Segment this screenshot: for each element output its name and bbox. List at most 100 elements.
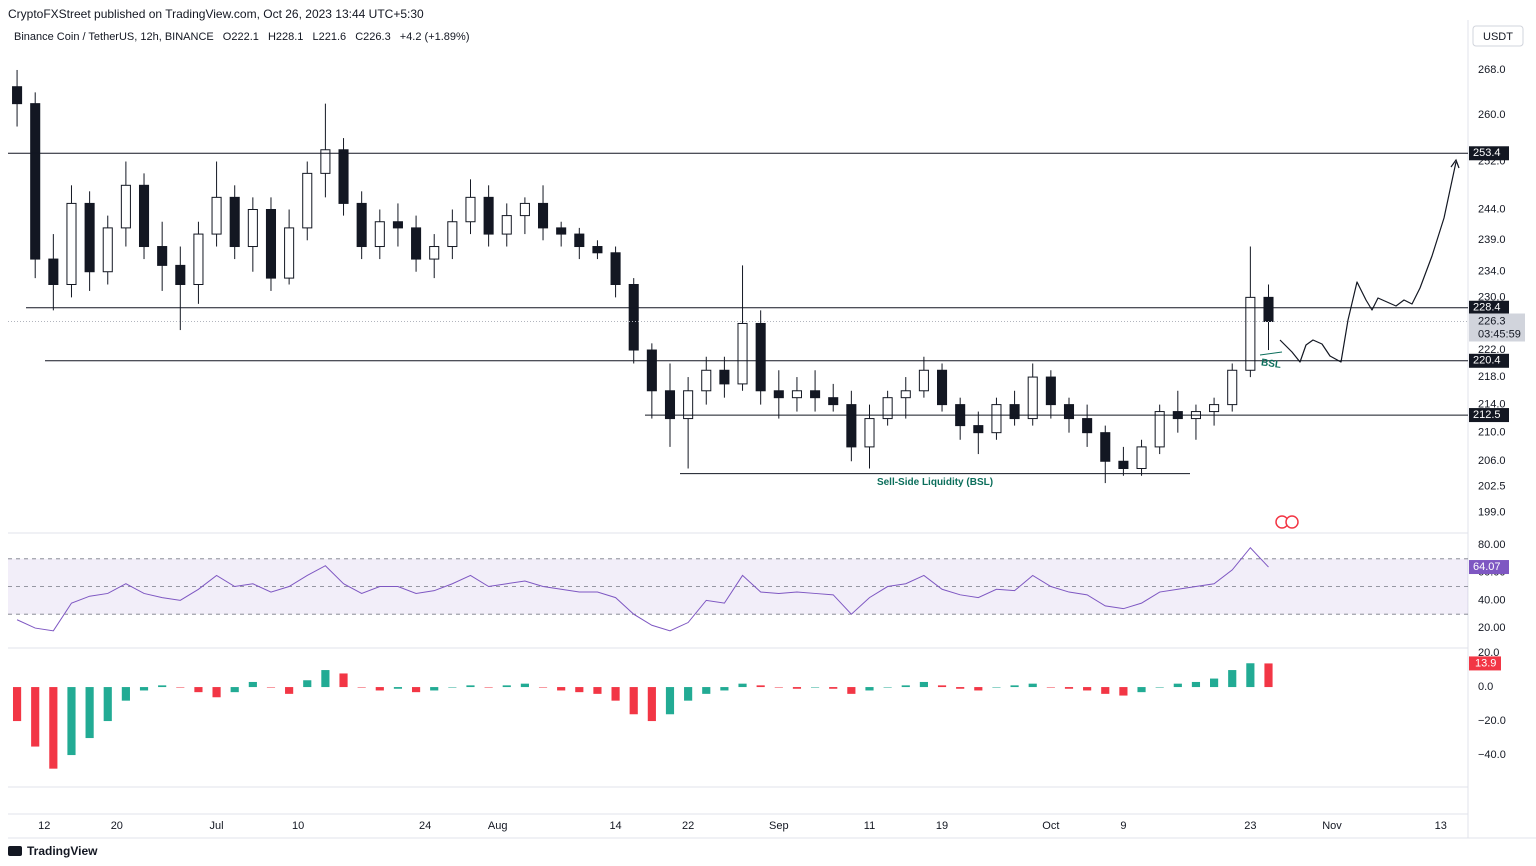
level-label-box: [1469, 408, 1509, 423]
candle-body: [12, 86, 23, 105]
candle-body: [1100, 432, 1111, 462]
histogram-bar: [684, 687, 693, 701]
symbol-legend: Binance Coin / TetherUS, 12h, BINANCE O2…: [14, 31, 469, 43]
x-tick-label: 9: [1120, 820, 1126, 832]
histogram-bar: [430, 687, 439, 691]
y-tick-label: 218.0: [1478, 371, 1506, 383]
histogram-bar: [937, 685, 947, 688]
candle-body: [882, 397, 893, 420]
histogram-bar: [847, 687, 856, 694]
candle-body: [411, 227, 422, 260]
candle-body: [229, 196, 240, 248]
histogram-bar: [502, 685, 511, 688]
level-label: 228.4: [1473, 302, 1501, 314]
x-tick-label: Sep: [769, 820, 789, 832]
histogram-bar: [647, 687, 656, 722]
y-tick-label: 199.0: [1478, 507, 1506, 519]
x-tick-label: 14: [609, 820, 621, 832]
candle-body: [1063, 404, 1075, 420]
histogram-bar: [49, 687, 58, 769]
candle-body: [1227, 369, 1238, 406]
histogram-bar: [158, 685, 167, 688]
histogram-bar: [1064, 687, 1074, 689]
candle-body: [864, 418, 875, 448]
histogram-bar: [121, 687, 130, 701]
candle-body: [447, 221, 458, 248]
candle-body: [810, 390, 821, 399]
histogram-bar: [230, 687, 239, 693]
candle-body: [1209, 404, 1220, 413]
y-tick-label: 80.00: [1478, 539, 1506, 551]
candle-body: [574, 233, 585, 248]
candle-body: [66, 202, 77, 285]
countdown-label: 03:45:59: [1478, 328, 1521, 340]
candle-body: [592, 246, 603, 254]
ohlc-high: H228.1: [268, 31, 303, 43]
y-tick-label: 260.0: [1478, 109, 1506, 121]
last-price-label: 226.3: [1478, 315, 1506, 327]
histogram-bar: [448, 687, 457, 688]
candle-body: [211, 196, 222, 235]
candle-body: [755, 322, 766, 392]
ohlc-close: C226.3: [355, 31, 390, 43]
brand: TradingView: [8, 844, 98, 858]
event-icon[interactable]: [1275, 515, 1299, 529]
candle-body: [737, 322, 748, 385]
x-tick-label: 12: [38, 820, 50, 832]
candle-body: [628, 283, 639, 351]
candle-body: [302, 172, 313, 229]
event-flag[interactable]: [1285, 515, 1299, 529]
candle-body: [465, 196, 476, 223]
ohlc-change: +4.2 (+1.89%): [400, 31, 470, 43]
histogram-bar: [756, 685, 765, 688]
histogram-bar: [1246, 663, 1255, 688]
y-tick-label: −40.0: [1478, 749, 1506, 761]
x-tick-label: 20: [111, 820, 123, 832]
histogram-bar: [720, 687, 729, 691]
currency-label[interactable]: USDT: [1483, 31, 1513, 43]
histogram-bar: [31, 687, 40, 747]
level-label: 212.5: [1473, 409, 1501, 421]
histogram-bar: [919, 681, 928, 688]
y-tick-label: −20.0: [1478, 715, 1506, 727]
candle-body: [483, 196, 494, 235]
histogram-bar: [303, 680, 312, 688]
candle-body: [30, 103, 41, 260]
histogram-bar: [629, 687, 638, 715]
candle-body: [683, 390, 694, 420]
y-tick-label: 222.0: [1478, 344, 1506, 356]
y-tick-label: 20.00: [1478, 622, 1506, 634]
candle-body: [102, 227, 113, 273]
histogram-bar: [1228, 670, 1237, 688]
histogram-bar: [176, 687, 185, 688]
histogram-bar: [285, 687, 294, 694]
currency-button[interactable]: [1472, 25, 1524, 47]
histogram-bar: [1191, 681, 1201, 688]
candle-body: [1045, 376, 1056, 406]
candle-body: [265, 208, 277, 279]
y-tick-label: 244.0: [1478, 203, 1506, 215]
histogram-bar: [611, 687, 620, 701]
candle-body: [138, 184, 150, 248]
histogram-bar: [1101, 687, 1110, 694]
histogram-bar: [393, 687, 403, 689]
rsi-line: [16, 546, 1269, 632]
histogram-bar: [321, 670, 330, 688]
candle-body: [537, 202, 549, 229]
histogram-bar: [774, 687, 783, 688]
histogram-bar: [12, 687, 22, 722]
y-tick-label: 40.00: [1478, 594, 1506, 606]
brand-name: TradingView: [27, 844, 98, 858]
candle-body: [519, 202, 530, 217]
bsl-label: BSL: [1260, 357, 1281, 371]
candle-body: [1118, 460, 1129, 470]
histogram-bar: [992, 687, 1001, 688]
candle-body: [918, 369, 929, 392]
x-tick-label: 11: [864, 820, 875, 832]
x-tick-label: 13: [1435, 820, 1447, 832]
candle-body: [501, 215, 512, 235]
candle-body: [1263, 296, 1274, 322]
candle-body: [646, 349, 657, 392]
candle-body: [320, 149, 331, 174]
histogram-bar: [411, 687, 421, 693]
